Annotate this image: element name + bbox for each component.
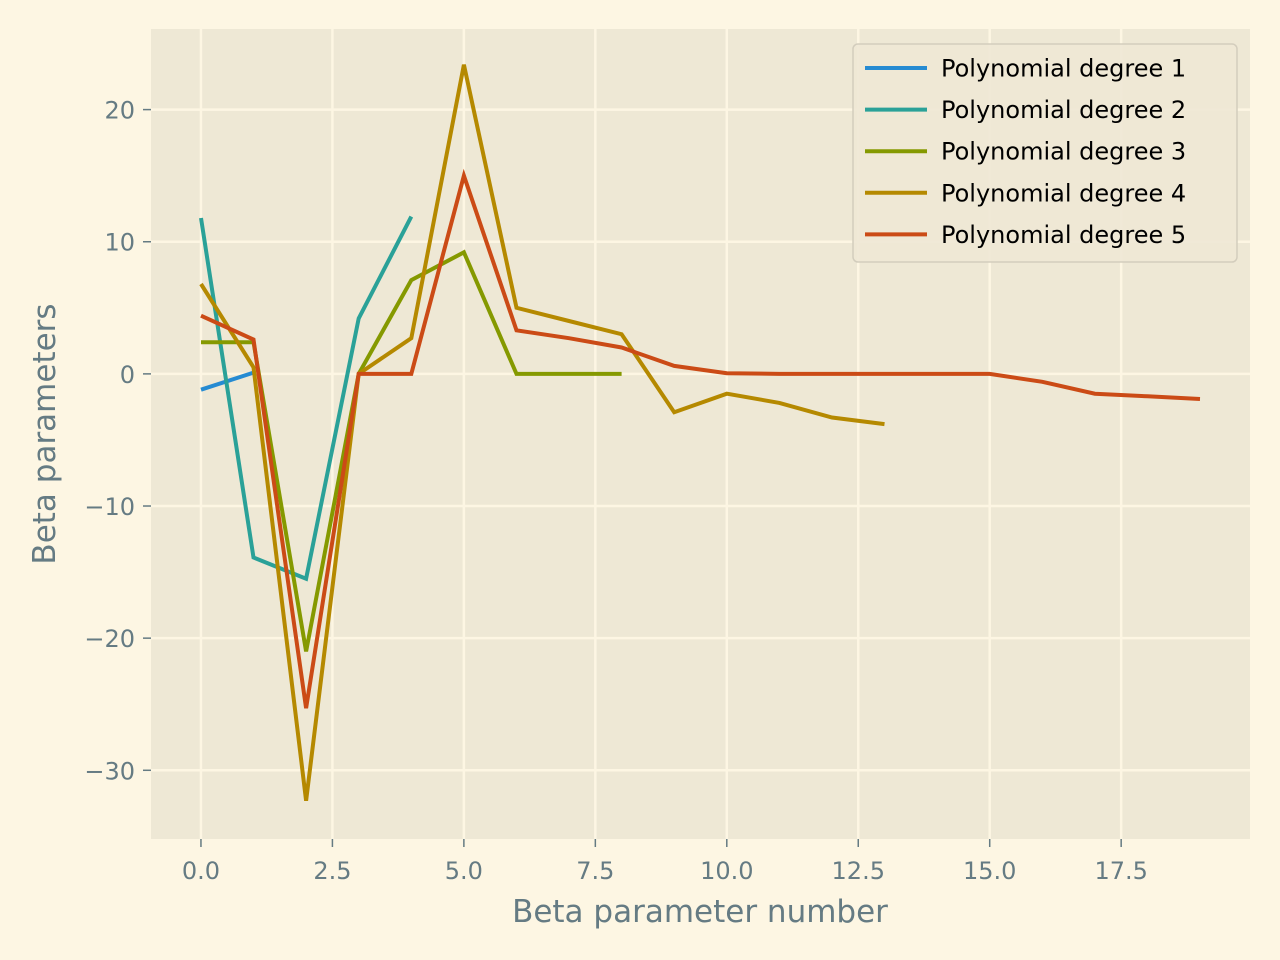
series-line-3	[201, 249, 622, 652]
x-tick-label: 10.0	[700, 857, 753, 885]
x-tick-label: 0.0	[182, 857, 220, 885]
x-axis-label: Beta parameter number	[512, 894, 888, 930]
series-lines	[199, 64, 1201, 801]
y-tick-label: 10	[104, 229, 135, 257]
legend-label-2: Polynomial degree 2	[941, 96, 1186, 124]
x-tick-label: 7.5	[576, 857, 614, 885]
x-tick-label: 2.5	[313, 857, 351, 885]
series-line-5	[200, 168, 1201, 709]
y-tick-label: 0	[120, 361, 135, 389]
y-tick-label: −30	[84, 757, 135, 785]
x-tick-label: 15.0	[963, 857, 1016, 885]
x-tick-label: 5.0	[445, 857, 483, 885]
x-tick-label: 12.5	[832, 857, 885, 885]
legend-label-5: Polynomial degree 5	[941, 221, 1186, 249]
legend-label-4: Polynomial degree 4	[941, 179, 1186, 207]
x-tick-label: 17.5	[1094, 857, 1147, 885]
x-axis-ticks: 0.0 2.5 5.0 7.5 10.0 12.5 15.0 17.5	[182, 839, 1148, 885]
legend: Polynomial degree 1 Polynomial degree 2 Po…	[852, 43, 1238, 263]
y-tick-label: −10	[84, 493, 135, 521]
y-axis-label: Beta parameters	[27, 303, 63, 564]
y-tick-label: −20	[84, 625, 135, 653]
legend-label-3: Polynomial degree 3	[941, 138, 1186, 166]
series-line-4	[199, 64, 885, 801]
series-line-2	[199, 215, 414, 582]
y-axis-ticks: −30 −20 −10 0 10 20	[84, 97, 151, 785]
legend-label-1: Polynomial degree 1	[941, 55, 1186, 83]
legend-frame	[852, 43, 1238, 263]
y-tick-label: 20	[104, 97, 135, 125]
